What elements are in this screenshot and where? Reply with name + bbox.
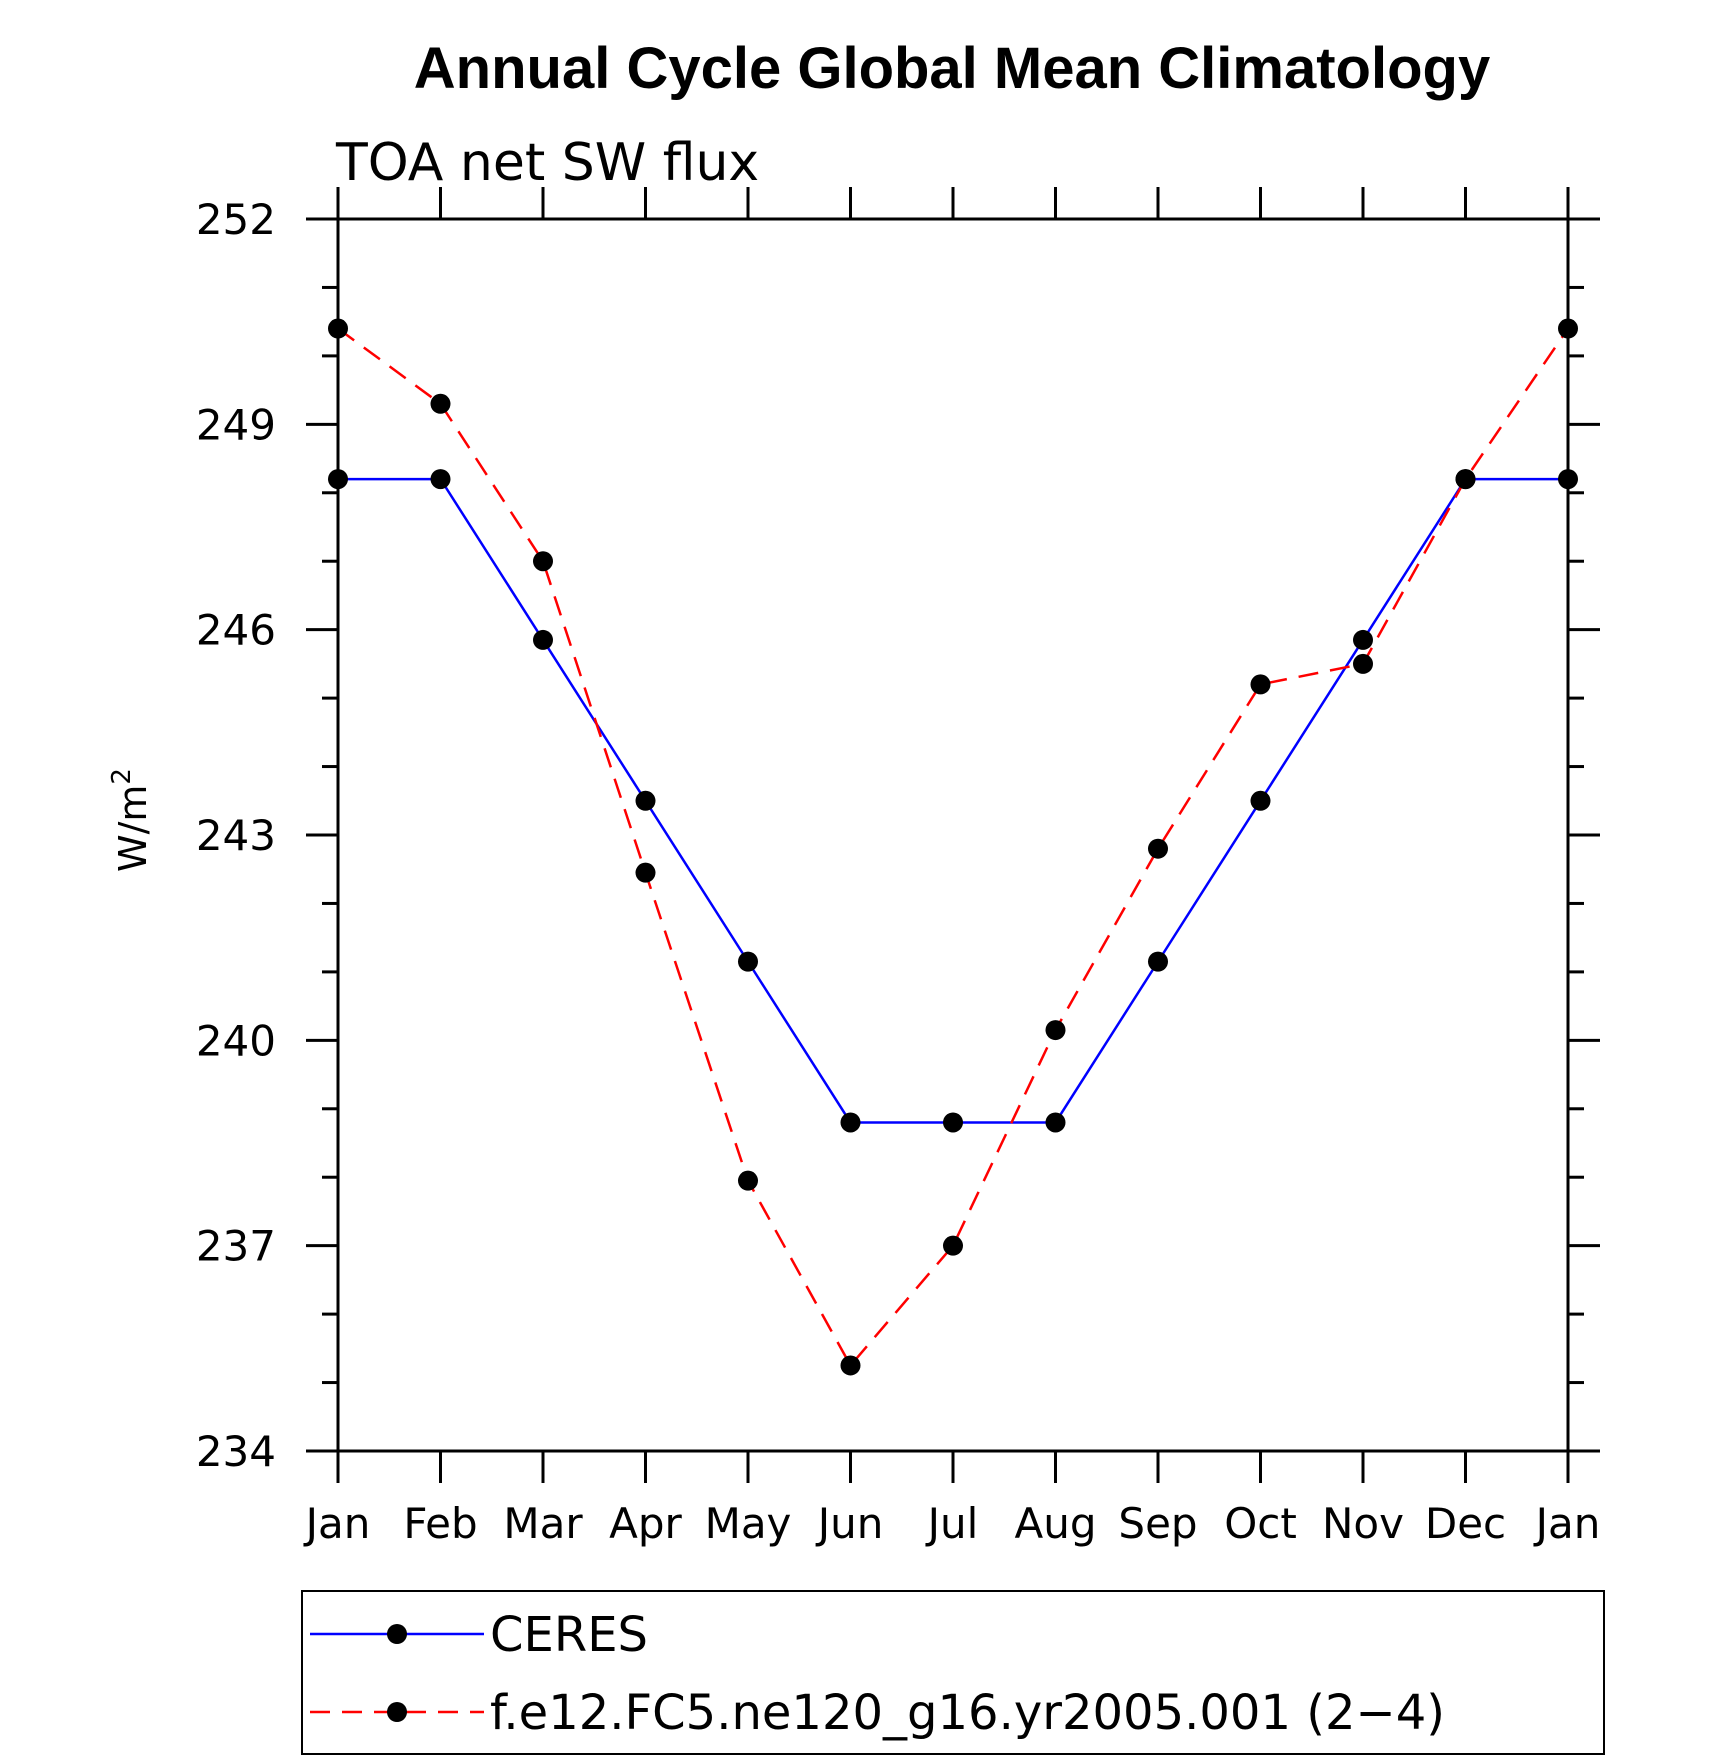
data-point bbox=[430, 393, 451, 414]
x-tick-label: Mar bbox=[503, 1499, 583, 1548]
x-tick-label: Nov bbox=[1322, 1499, 1404, 1548]
data-point bbox=[533, 629, 553, 650]
data-point bbox=[430, 469, 451, 490]
legend-item: f.e12.FC5.ne120_g16.yr2005.001 (2−4) bbox=[310, 1685, 1445, 1741]
x-axis-tick-labels: Jan Feb Mar Apr May Jun Jul Aug Sep Oct Nov Dec Jan bbox=[303, 1499, 1601, 1548]
chart-title: Annual Cycle Global Mean Climatology bbox=[414, 36, 1490, 101]
data-point bbox=[738, 1170, 758, 1191]
x-tick-label: Oct bbox=[1224, 1499, 1297, 1548]
data-point bbox=[1148, 951, 1168, 972]
data-point bbox=[533, 551, 553, 572]
data-point bbox=[1148, 838, 1168, 859]
x-axis-ticks bbox=[336, 187, 1570, 1483]
data-point bbox=[1353, 653, 1373, 674]
series-line bbox=[337, 327, 1570, 1368]
plot-frame bbox=[336, 217, 1570, 1453]
data-point bbox=[1558, 318, 1578, 339]
y-axis-label: W/m2 bbox=[107, 768, 155, 872]
data-point bbox=[1558, 469, 1578, 490]
series-1 bbox=[328, 469, 1578, 1133]
x-tick-label: Feb bbox=[403, 1499, 477, 1548]
x-tick-label: Dec bbox=[1425, 1499, 1506, 1548]
data-point bbox=[840, 1112, 861, 1133]
x-tick-label: Sep bbox=[1118, 1499, 1197, 1548]
y-tick-label: 234 bbox=[196, 1427, 276, 1476]
data-point bbox=[1250, 790, 1271, 811]
x-tick-label: Aug bbox=[1014, 1499, 1096, 1548]
y-tick-label: 246 bbox=[196, 606, 276, 655]
y-axis-ticks bbox=[306, 217, 1600, 1453]
data-point bbox=[635, 790, 656, 811]
legend-label: f.e12.FC5.ne120_g16.yr2005.001 (2−4) bbox=[490, 1685, 1445, 1741]
data-point bbox=[1353, 629, 1373, 650]
x-tick-label: May bbox=[705, 1499, 792, 1548]
data-point bbox=[328, 318, 348, 339]
data-point bbox=[635, 862, 656, 883]
legend-marker bbox=[387, 1702, 407, 1722]
x-tick-label: Jun bbox=[815, 1499, 884, 1548]
y-tick-label: 237 bbox=[196, 1222, 276, 1271]
y-tick-label: 243 bbox=[196, 811, 276, 860]
x-tick-label: Jan bbox=[303, 1499, 371, 1548]
series-2 bbox=[328, 318, 1578, 1376]
y-axis-tick-labels: 234 237 240 243 246 249 252 bbox=[196, 195, 276, 1476]
y-tick-label: 252 bbox=[196, 195, 276, 244]
x-tick-label: Jan bbox=[1533, 1499, 1601, 1548]
data-point bbox=[1045, 1020, 1066, 1041]
data-point bbox=[328, 469, 348, 490]
legend-item: CERES bbox=[310, 1607, 648, 1663]
series-line bbox=[338, 477, 1568, 1124]
data-point bbox=[1250, 674, 1271, 695]
y-tick-label: 240 bbox=[196, 1016, 276, 1065]
series-layer bbox=[328, 318, 1578, 1376]
y-tick-label: 249 bbox=[196, 400, 276, 449]
x-tick-label: Jul bbox=[925, 1499, 979, 1548]
data-point bbox=[738, 951, 758, 972]
data-point bbox=[1045, 1112, 1066, 1133]
data-point bbox=[943, 1235, 963, 1256]
legend-marker bbox=[387, 1624, 407, 1644]
legend-label: CERES bbox=[490, 1607, 648, 1663]
x-tick-label: Apr bbox=[609, 1499, 682, 1548]
data-point bbox=[943, 1112, 963, 1133]
data-point bbox=[840, 1355, 861, 1376]
legend: CERES f.e12.FC5.ne120_g16.yr2005.001 (2−4… bbox=[301, 1590, 1605, 1755]
data-point bbox=[1455, 469, 1476, 490]
chart-subtitle: TOA net SW flux bbox=[335, 133, 759, 193]
